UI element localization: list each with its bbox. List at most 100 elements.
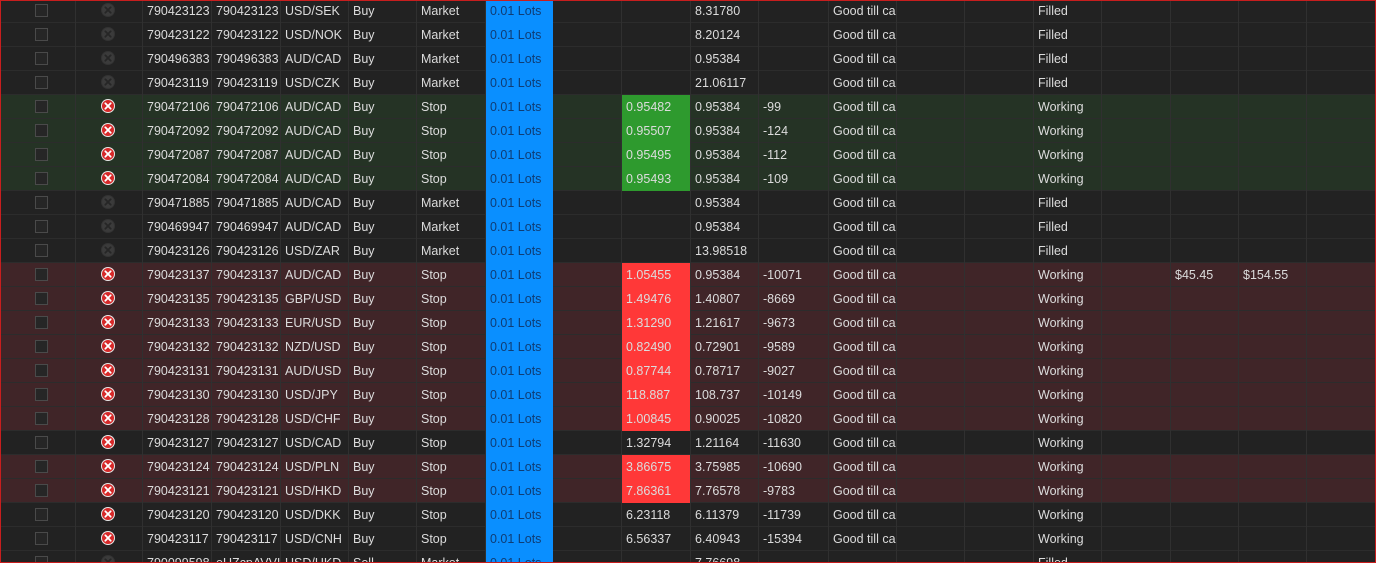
order-row: 790423137 790423137 AUD/CAD Buy Stop 0.01 Lot…	[1, 263, 1375, 287]
cell	[965, 383, 1034, 407]
cancel-icon[interactable]	[100, 434, 116, 450]
cell	[1307, 431, 1375, 455]
cell	[553, 71, 622, 95]
row-checkbox[interactable]	[35, 460, 48, 473]
cell	[1239, 551, 1307, 562]
cell-divider	[1, 1, 76, 23]
row-checkbox[interactable]	[35, 484, 48, 497]
row-checkbox[interactable]	[35, 220, 48, 233]
cell	[1307, 119, 1375, 143]
row-checkbox[interactable]	[35, 556, 48, 562]
cell	[1102, 503, 1171, 527]
cell	[759, 191, 829, 215]
row-checkbox[interactable]	[35, 4, 48, 17]
cell-text: Good till ca	[829, 287, 897, 311]
cell	[622, 23, 691, 47]
row-checkbox[interactable]	[35, 340, 48, 353]
order-row: 790423124 790423124 USD/PLN Buy Stop 0.01 Lot…	[1, 455, 1375, 479]
row-checkbox[interactable]	[35, 124, 48, 137]
cell-divider	[76, 191, 143, 215]
cell-text: 0.01 Lots	[486, 551, 553, 562]
cancel-icon[interactable]	[100, 506, 116, 522]
row-checkbox[interactable]	[35, 148, 48, 161]
cell	[965, 431, 1034, 455]
cell-text: Filled	[1034, 1, 1102, 23]
cell-text: USD/PLN	[281, 455, 349, 479]
row-checkbox[interactable]	[35, 28, 48, 41]
cell-text: 790423120	[143, 503, 212, 527]
order-row: 790496383 790496383 AUD/CAD Buy Market 0.01 L…	[1, 47, 1375, 71]
cell	[1307, 479, 1375, 503]
row-checkbox[interactable]	[35, 436, 48, 449]
cancel-icon[interactable]	[100, 362, 116, 378]
cancel-icon[interactable]	[100, 146, 116, 162]
cell	[897, 71, 965, 95]
row-checkbox[interactable]	[35, 364, 48, 377]
cancel-icon[interactable]	[100, 482, 116, 498]
cell	[897, 431, 965, 455]
cell-text: -9673	[759, 311, 829, 335]
cell-text: Good till ca	[829, 23, 897, 47]
row-checkbox[interactable]	[35, 268, 48, 281]
cell	[1239, 527, 1307, 551]
row-checkbox[interactable]	[35, 52, 48, 65]
row-checkbox[interactable]	[35, 532, 48, 545]
row-checkbox[interactable]	[35, 100, 48, 113]
cell-text: 6.56337	[622, 527, 691, 551]
cell	[1307, 527, 1375, 551]
cell	[1307, 263, 1375, 287]
cell-text: 0.78717	[691, 359, 759, 383]
row-checkbox[interactable]	[35, 412, 48, 425]
order-row: 790423117 790423117 USD/CNH Buy Stop 0.01 Lot…	[1, 527, 1375, 551]
cell-text: 790423122	[212, 23, 281, 47]
cell	[553, 311, 622, 335]
cell-text: 790472106	[212, 95, 281, 119]
cell-text: 8.31780	[691, 1, 759, 23]
cell	[1171, 455, 1239, 479]
cancel-icon[interactable]	[100, 458, 116, 474]
cell-text: Good till ca	[829, 311, 897, 335]
cancel-icon[interactable]	[100, 98, 116, 114]
cell-divider	[76, 455, 143, 479]
cancel-icon[interactable]	[100, 290, 116, 306]
cell-text: 790472084	[143, 167, 212, 191]
cell-text: Good till ca	[829, 1, 897, 23]
cancel-icon[interactable]	[100, 338, 116, 354]
cell	[965, 1, 1034, 23]
cell	[553, 479, 622, 503]
cell-text: Good till ca	[829, 383, 897, 407]
cell-divider	[1, 287, 76, 311]
cancel-icon[interactable]	[100, 170, 116, 186]
row-checkbox[interactable]	[35, 196, 48, 209]
cancel-icon[interactable]	[100, 314, 116, 330]
cell	[1171, 335, 1239, 359]
cell-text: 790423130	[143, 383, 212, 407]
cell	[1171, 119, 1239, 143]
cell-text: -9783	[759, 479, 829, 503]
cell-text: Working	[1034, 335, 1102, 359]
row-checkbox[interactable]	[35, 316, 48, 329]
cell	[1171, 191, 1239, 215]
row-checkbox[interactable]	[35, 172, 48, 185]
row-checkbox[interactable]	[35, 244, 48, 257]
cell	[759, 23, 829, 47]
order-row: 790423121 790423121 USD/HKD Buy Stop 0.01 Lot…	[1, 479, 1375, 503]
row-checkbox[interactable]	[35, 292, 48, 305]
row-checkbox[interactable]	[35, 76, 48, 89]
cancel-icon[interactable]	[100, 530, 116, 546]
cell	[897, 455, 965, 479]
cell-text: 0.95384	[691, 143, 759, 167]
cancel-icon[interactable]	[100, 386, 116, 402]
cell	[1307, 383, 1375, 407]
cell-text: Sell	[349, 551, 417, 562]
cell-text: 790423117	[143, 527, 212, 551]
cancel-icon[interactable]	[100, 266, 116, 282]
cancel-icon[interactable]	[100, 410, 116, 426]
cell	[1171, 551, 1239, 562]
row-checkbox[interactable]	[35, 388, 48, 401]
cell-divider	[76, 239, 143, 263]
row-checkbox[interactable]	[35, 508, 48, 521]
cell-text: Good till ca	[829, 239, 897, 263]
cancel-icon[interactable]	[100, 122, 116, 138]
cell-text: 0.01 Lots	[486, 143, 553, 167]
